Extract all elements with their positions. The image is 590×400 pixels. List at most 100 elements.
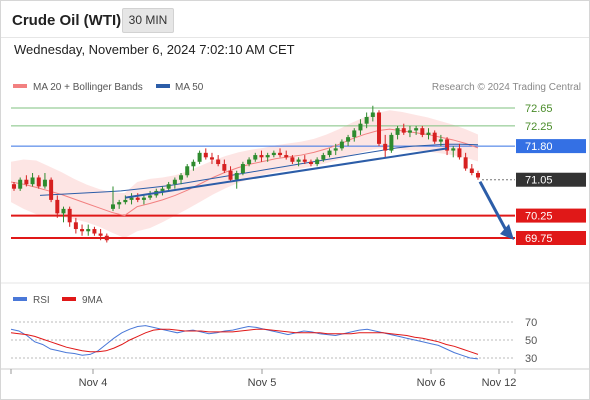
forecast-arrow-head: [500, 224, 514, 240]
rsi-tick-70: 70: [525, 317, 537, 329]
candle-body: [315, 159, 320, 165]
candle-body: [377, 112, 382, 144]
candle-body: [339, 141, 344, 149]
rsi-ma-legend-swatch: [62, 297, 76, 301]
candle-body: [24, 179, 29, 185]
ma50-legend-swatch: [156, 84, 170, 88]
instrument-title: Crude Oil (WTI): [12, 12, 122, 29]
candle-body: [36, 177, 41, 187]
candle-body: [253, 155, 258, 160]
candle-body: [438, 139, 443, 142]
candle-body: [451, 148, 456, 151]
candle-body: [265, 155, 270, 158]
candle-body: [203, 152, 208, 158]
candle-body: [110, 204, 115, 209]
candle-body: [469, 168, 474, 173]
candle-body: [259, 155, 264, 158]
candle-body: [389, 134, 394, 151]
candle-body: [98, 233, 103, 236]
candle-body: [135, 197, 140, 200]
candle-body: [86, 229, 91, 232]
candle-body: [308, 161, 313, 165]
candle-body: [333, 148, 338, 151]
level-label-72.65: 72.65: [525, 103, 553, 115]
rsi-tick-30: 30: [525, 353, 537, 365]
candle-body: [92, 229, 97, 234]
x-tick-label: Nov 5: [248, 377, 277, 389]
candle-body: [247, 159, 252, 165]
x-tick-label: Nov 6: [417, 377, 446, 389]
candle-body: [197, 152, 202, 162]
timestamp-label: Wednesday, November 6, 2024 7:02:10 AM C…: [14, 42, 295, 57]
candle-body: [395, 128, 400, 135]
candle-body: [80, 229, 85, 232]
level-labels: 72.65 72.25 71.80 71.05 70.25 69.75: [516, 103, 586, 245]
candle-body: [191, 161, 196, 167]
trendline: [125, 147, 448, 199]
candle-body: [296, 159, 301, 162]
candle-body: [278, 152, 283, 156]
candle-body: [370, 112, 375, 117]
candle-body: [321, 155, 326, 160]
candle-body: [463, 157, 468, 169]
chart-header: Crude Oil (WTI) 30 MIN: [1, 1, 589, 38]
credit-label: Research © 2024 Trading Central: [432, 82, 581, 93]
candle-body: [49, 179, 54, 200]
candle-body: [179, 175, 184, 180]
rsi-line: [10, 325, 479, 360]
candle-body: [117, 202, 122, 205]
candle-body: [228, 170, 233, 180]
bollinger-bands: [11, 110, 478, 238]
candle-body: [407, 130, 412, 133]
candle-body: [432, 132, 437, 142]
rsi-tick-50: 50: [525, 335, 537, 347]
candle-body: [346, 137, 351, 142]
x-tick-label: Nov 4: [79, 377, 108, 389]
candle-body: [222, 164, 227, 171]
ma20-legend-swatch: [13, 84, 27, 88]
price-levels: [11, 107, 515, 239]
rsi-ma-legend-label: 9MA: [82, 295, 103, 306]
level-tag-71.05: [516, 172, 586, 187]
rsi-pane: 70 50 30: [10, 317, 537, 365]
rsi-ma-line: [10, 328, 479, 355]
candle-body: [12, 184, 16, 189]
rsi-legend-swatch: [13, 297, 27, 301]
timeframe-button[interactable]: 30 MIN: [122, 8, 174, 33]
candle-body: [327, 150, 332, 156]
forecast-arrow-shaft: [478, 181, 509, 233]
candle-body: [364, 116, 369, 124]
level-label-72.25: 72.25: [525, 121, 553, 133]
candle-body: [141, 197, 146, 200]
level-label-70.25: 70.25: [525, 211, 553, 223]
candle-body: [172, 179, 177, 185]
candle-body: [426, 132, 431, 135]
ma20-legend-label: MA 20 + Bollinger Bands: [33, 82, 143, 93]
level-label-71.80: 71.80: [525, 141, 553, 153]
candle-body: [67, 208, 72, 223]
candle-body: [271, 152, 276, 156]
candle-body: [352, 130, 357, 138]
candle-body: [30, 177, 35, 185]
candle-body: [42, 179, 47, 187]
trendline-group: [125, 147, 514, 240]
candle-body: [129, 197, 134, 200]
candle-body: [209, 157, 214, 160]
candle-body: [383, 143, 388, 151]
candle-body: [358, 123, 363, 131]
bollinger-band-area: [11, 110, 478, 238]
candle-body: [234, 173, 239, 180]
candle-body: [160, 188, 165, 191]
ma50-legend-label: MA 50: [175, 82, 204, 93]
candle-body: [414, 128, 419, 131]
level-tag-70.25: [516, 208, 586, 223]
candle-body: [148, 195, 153, 198]
candle-body: [240, 164, 245, 173]
candle-body: [284, 155, 289, 158]
candle-body: [302, 159, 307, 162]
candle-body: [166, 184, 171, 189]
candle-body: [420, 128, 425, 135]
rsi-legend-label: RSI: [33, 295, 50, 306]
candle-body: [104, 235, 109, 241]
